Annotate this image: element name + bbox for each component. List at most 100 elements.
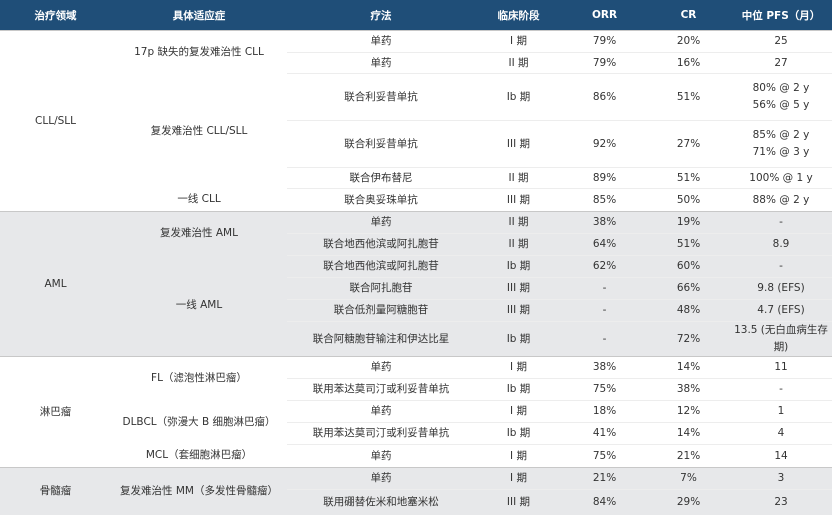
pfs-cell: 8.9: [730, 233, 832, 256]
pfs-value: 9.8 (EFS): [757, 282, 805, 294]
phase-cell: I 期: [475, 356, 562, 379]
table-row: 联合阿扎胞苷 III 期 -66% 9.8 (EFS): [0, 277, 832, 300]
cr-cell: 19%: [647, 211, 730, 234]
therapy-cell: 联用苯达莫司汀或利妥昔单抗: [287, 378, 475, 401]
indication-cell: 复发难治性 MM（多发性骨髓瘤）: [111, 467, 287, 515]
pfs-cell: 88% @ 2 y: [730, 188, 832, 212]
table-row: 一线 AML 联合地西他滨或阿扎胞苷 Ib 期 62% 60% -: [0, 255, 832, 357]
orr-cell: 79%: [562, 52, 647, 74]
pfs-value: 80% @ 2 y: [752, 82, 810, 94]
table-row: 联合伊布替尼 II 期 89% 51% 100% @ 1 y: [0, 167, 832, 189]
orr-cell: 38%: [562, 211, 647, 234]
therapy-cell: 联用苯达莫司汀或利妥昔单抗: [287, 422, 475, 445]
therapy-cell: 联合阿扎胞苷: [287, 277, 475, 300]
pfs-value: 8.9: [772, 238, 790, 250]
table-row: MCL（套细胞淋巴瘤） 单药 I 期 75% 21% 14: [0, 444, 832, 468]
therapy-cell: 单药: [287, 211, 475, 234]
orr-cell: 89%: [562, 167, 647, 189]
orr-cell: 85%: [562, 188, 647, 212]
phase-cell: I 期: [475, 467, 562, 490]
phase-cell: Ib 期: [475, 378, 562, 401]
cr-cell: 27%: [647, 120, 730, 168]
cr-cell: 38%: [647, 378, 730, 401]
pfs-cell: 80% @ 2 y 56% @ 5 y: [730, 73, 832, 121]
header-indication: 具体适应症: [111, 0, 287, 31]
orr-cell: 75%: [562, 444, 647, 468]
orr-cell: -: [562, 321, 647, 357]
indication-cell: 一线 AML: [111, 255, 287, 357]
indication-cell: FL（滤泡性淋巴瘤）: [111, 356, 287, 401]
pfs-cell: 9.8 (EFS): [730, 277, 832, 300]
orr-cell: 41%: [562, 422, 647, 445]
pfs-value: 1: [777, 405, 785, 417]
pfs-value: 71% @ 3 y: [752, 146, 810, 158]
cr-cell: 51%: [647, 167, 730, 189]
header-phase: 临床阶段: [475, 0, 562, 31]
orr-cell: 62%: [562, 255, 647, 278]
area-cell: AML: [0, 211, 111, 357]
table-row: 淋巴瘤 FL（滤泡性淋巴瘤） 单药 I 期 38% 14% 11: [0, 356, 832, 468]
phase-cell: III 期: [475, 188, 562, 212]
orr-cell: 21%: [562, 467, 647, 490]
pfs-cell: 85% @ 2 y 71% @ 3 y: [730, 120, 832, 168]
cr-cell: 20%: [647, 30, 730, 53]
table-row: 联合阿糖胞苷输注和伊达比星 Ib 期 -72% 13.5 (无白血病生存期): [0, 321, 832, 357]
pfs-cell: -: [730, 378, 832, 401]
pfs-cell: 27: [730, 52, 832, 74]
table-row: 联合利妥昔单抗 III 期 92% 27% 85% @ 2 y 71% @ 3 y: [0, 120, 832, 168]
pfs-value: 25: [774, 35, 788, 47]
pfs-value: 4.7 (EFS): [757, 304, 805, 316]
orr-cell: 92%: [562, 120, 647, 168]
table-row: DLBCL（弥漫大 B 细胞淋巴瘤） 单药 I 期 18% 12% 1: [0, 400, 832, 445]
phase-cell: Ib 期: [475, 255, 562, 278]
cr-cell: 14%: [647, 422, 730, 445]
pfs-cell: 3: [730, 467, 832, 490]
table-row: 联用苯达莫司汀或利妥昔单抗 Ib 期 75% 38% -: [0, 378, 832, 401]
header-orr: ORR: [562, 0, 647, 31]
cr-cell: 66%: [647, 277, 730, 300]
phase-cell: I 期: [475, 400, 562, 423]
cr-cell: 21%: [647, 444, 730, 468]
pfs-value: 88% @ 2 y: [752, 193, 810, 206]
pfs-cell: -: [730, 255, 832, 278]
phase-cell: II 期: [475, 211, 562, 234]
therapy-cell: 联合奥妥珠单抗: [287, 188, 475, 212]
pfs-cell: 25: [730, 30, 832, 53]
indication-cell: MCL（套细胞淋巴瘤）: [111, 444, 287, 468]
pfs-value: 14: [774, 449, 788, 462]
phase-cell: II 期: [475, 52, 562, 74]
orr-cell: 86%: [562, 73, 647, 121]
pfs-value: 85% @ 2 y: [752, 129, 810, 141]
orr-cell: -: [562, 299, 647, 322]
indication-cell: DLBCL（弥漫大 B 细胞淋巴瘤）: [111, 400, 287, 445]
orr-cell: 18%: [562, 400, 647, 423]
phase-cell: III 期: [475, 299, 562, 322]
cr-cell: 51%: [647, 73, 730, 121]
pfs-cell: 13.5 (无白血病生存期): [730, 321, 832, 357]
therapy-cell: 联合低剂量阿糖胞苷: [287, 299, 475, 322]
cr-cell: 12%: [647, 400, 730, 423]
therapy-cell: 单药: [287, 444, 475, 468]
pfs-cell: 100% @ 1 y: [730, 167, 832, 189]
indication-cell: 一线 CLL: [111, 188, 287, 212]
table-row: 骨髓瘤 复发难治性 MM（多发性骨髓瘤） 单药 I 期 21% 7% 3: [0, 467, 832, 515]
pfs-cell: 4: [730, 422, 832, 445]
therapy-cell: 联合利妥昔单抗: [287, 73, 475, 121]
header-pfs: 中位 PFS（月）: [730, 0, 832, 31]
pfs-cell: 11: [730, 356, 832, 379]
orr-cell: 75%: [562, 378, 647, 401]
cr-cell: 29%: [647, 489, 730, 515]
table-row: 单药 II 期 79% 16% 27: [0, 52, 832, 74]
phase-cell: III 期: [475, 277, 562, 300]
pfs-value: 27: [774, 56, 788, 69]
pfs-cell: -: [730, 211, 832, 234]
cr-cell: 16%: [647, 52, 730, 74]
phase-cell: I 期: [475, 30, 562, 53]
header-area: 治疗领域: [0, 0, 111, 31]
cr-cell: 50%: [647, 188, 730, 212]
cr-cell: 72%: [647, 321, 730, 357]
pfs-value: -: [779, 383, 783, 395]
orr-cell: 64%: [562, 233, 647, 256]
